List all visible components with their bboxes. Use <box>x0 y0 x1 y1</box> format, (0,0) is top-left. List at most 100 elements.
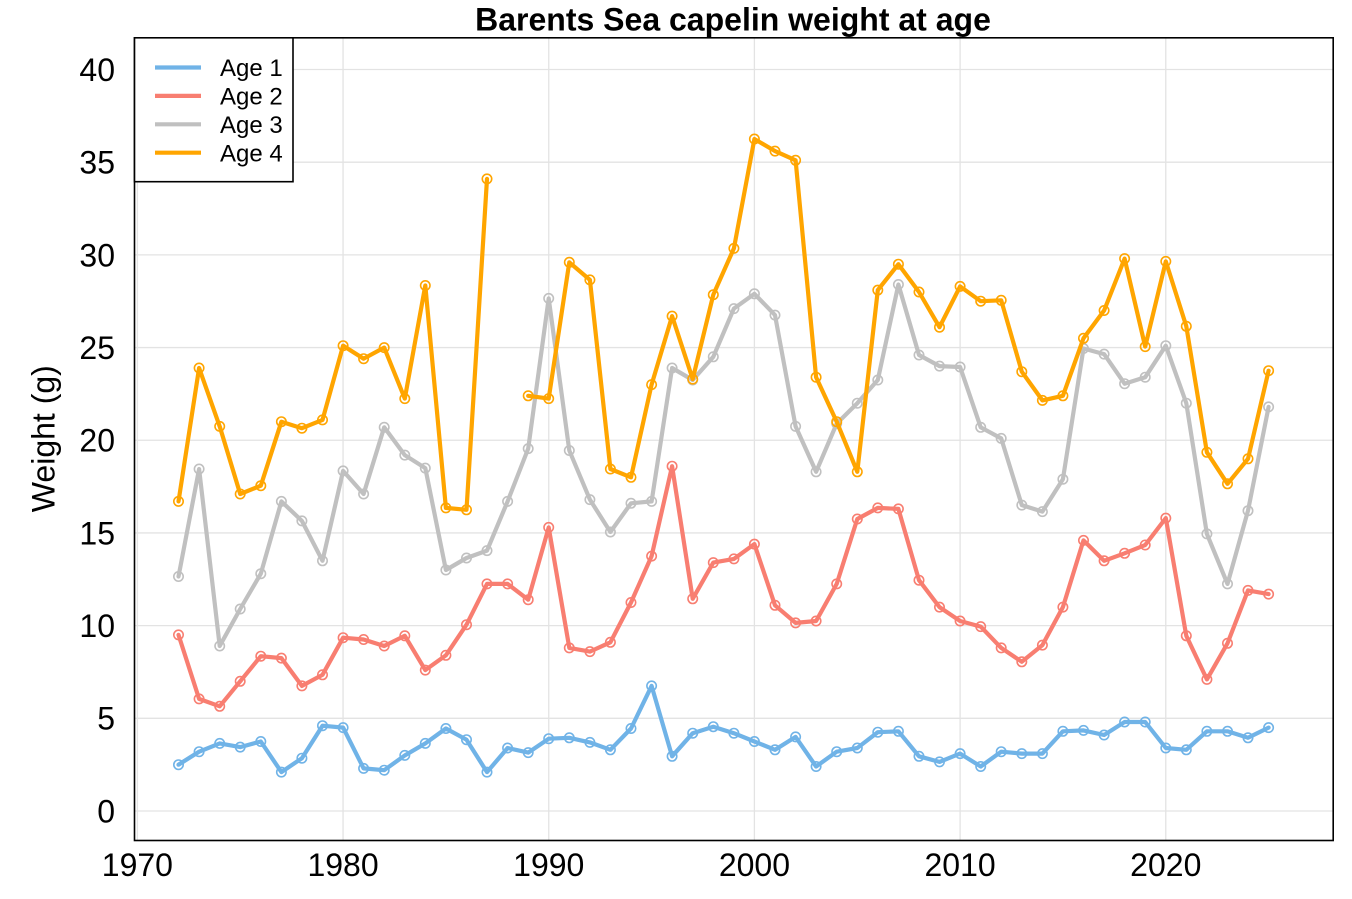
data-point-marker <box>1263 401 1275 413</box>
data-point-marker <box>625 596 637 608</box>
data-point-marker <box>1160 742 1172 754</box>
data-point-marker <box>707 289 719 301</box>
data-point-marker <box>502 495 514 507</box>
data-point-marker <box>851 742 863 754</box>
legend-box <box>133 36 294 183</box>
data-point-marker <box>1016 748 1028 760</box>
data-point-marker <box>872 502 884 514</box>
data-point-marker <box>892 725 904 737</box>
data-point-marker <box>234 488 246 500</box>
data-point-marker <box>1263 365 1275 377</box>
data-point-marker <box>234 603 246 615</box>
data-point-marker <box>214 640 226 652</box>
data-point-marker <box>790 154 802 166</box>
data-point-marker <box>563 732 575 744</box>
data-point-marker <box>995 294 1007 306</box>
data-point-marker <box>728 242 740 254</box>
data-point-marker <box>790 617 802 629</box>
data-point-marker <box>1160 255 1172 267</box>
data-point-marker <box>522 443 534 455</box>
data-point-marker <box>728 303 740 315</box>
data-point-marker <box>275 652 287 664</box>
y-tick-label: 0 <box>97 793 115 829</box>
data-point-marker <box>1201 528 1213 540</box>
data-point-marker <box>502 578 514 590</box>
data-point-marker <box>810 371 822 383</box>
series-line <box>176 464 1271 709</box>
data-point-marker <box>728 553 740 565</box>
data-point-marker <box>604 463 616 475</box>
data-point-marker <box>646 379 658 391</box>
data-point-marker <box>1160 340 1172 352</box>
data-point-marker <box>851 397 863 409</box>
data-point-marker <box>522 594 534 606</box>
data-point-marker <box>543 292 555 304</box>
data-point-marker <box>584 274 596 286</box>
series-line <box>176 282 1271 649</box>
data-point-marker <box>954 748 966 760</box>
data-point-marker <box>851 466 863 478</box>
data-point-marker <box>296 680 308 692</box>
legend-item-label: Age 1 <box>220 55 283 82</box>
data-point-marker <box>975 621 987 633</box>
data-point-marker <box>913 750 925 762</box>
data-point-marker <box>728 727 740 739</box>
data-point-marker <box>1139 539 1151 551</box>
data-point-marker <box>975 760 987 772</box>
data-point-marker <box>954 280 966 292</box>
legend-item-label: Age 3 <box>220 112 283 139</box>
data-point-marker <box>173 570 185 582</box>
data-point-marker <box>1036 639 1048 651</box>
data-point-marker <box>913 349 925 361</box>
data-point-marker <box>378 342 390 354</box>
data-point-marker <box>399 449 411 461</box>
data-point-marker <box>337 340 349 352</box>
data-point-marker <box>810 466 822 478</box>
data-point-marker <box>1222 478 1234 490</box>
data-point-marker <box>378 421 390 433</box>
data-point-marker <box>419 279 431 291</box>
data-point-marker <box>1263 588 1275 600</box>
data-point-marker <box>687 593 699 605</box>
data-point-marker <box>316 669 328 681</box>
data-point-marker <box>954 615 966 627</box>
data-point-marker <box>810 615 822 627</box>
y-tick-labels: 0 5 10 15 20 25 30 35 40 <box>79 52 115 830</box>
y-tick-label: 25 <box>79 330 115 366</box>
legend-item-label: Age 2 <box>220 84 283 111</box>
data-point-marker <box>810 760 822 772</box>
data-point-marker <box>275 766 287 778</box>
data-point-marker <box>419 737 431 749</box>
data-point-marker <box>625 497 637 509</box>
data-point-marker <box>1263 722 1275 734</box>
data-point-marker <box>1119 547 1131 559</box>
data-point-marker <box>1180 630 1192 642</box>
data-point-marker <box>831 578 843 590</box>
data-point-marker <box>748 288 760 300</box>
data-point-marker <box>316 720 328 732</box>
data-point-marker <box>255 735 267 747</box>
data-point-marker <box>399 749 411 761</box>
data-point-marker <box>358 762 370 774</box>
x-tick-label: 2020 <box>1130 847 1201 883</box>
data-point-marker <box>440 502 452 514</box>
data-point-marker <box>1098 304 1110 316</box>
data-point-marker <box>193 362 205 374</box>
gridlines <box>134 37 1334 841</box>
data-point-marker <box>1036 748 1048 760</box>
series-age-3 <box>173 278 1275 652</box>
data-point-marker <box>687 727 699 739</box>
data-point-marker <box>666 310 678 322</box>
data-point-marker <box>1222 578 1234 590</box>
data-point-marker <box>666 362 678 374</box>
data-point-marker <box>769 145 781 157</box>
data-point-marker <box>1201 673 1213 685</box>
data-point-marker <box>933 756 945 768</box>
data-point-marker <box>975 421 987 433</box>
y-tick-label: 5 <box>97 701 115 737</box>
data-point-marker <box>378 640 390 652</box>
data-point-marker <box>707 351 719 363</box>
